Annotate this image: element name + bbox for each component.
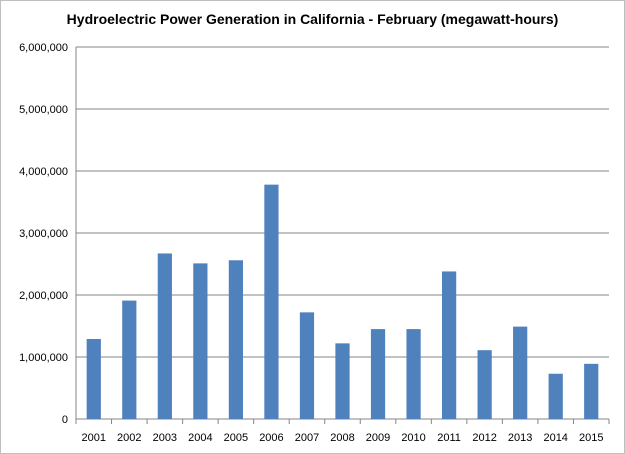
- y-tick-label: 4,000,000: [19, 166, 68, 178]
- x-tick-label: 2013: [508, 432, 532, 444]
- x-tick-label: 2011: [437, 432, 461, 444]
- bar: [548, 373, 563, 419]
- x-tick-label: 2010: [401, 432, 425, 444]
- bar: [122, 300, 137, 419]
- x-tick-label: 2003: [153, 432, 177, 444]
- bar: [441, 271, 457, 419]
- x-tick-label: 2005: [224, 432, 248, 444]
- bar: [406, 329, 421, 419]
- y-tick-label: 3,000,000: [19, 228, 68, 240]
- x-tick-label: 2001: [82, 432, 106, 444]
- y-tick-label: 0: [62, 414, 68, 426]
- bar: [370, 329, 386, 419]
- bar: [86, 339, 101, 419]
- bar: [477, 350, 492, 419]
- x-tick-label: 2007: [295, 432, 319, 444]
- y-tick-label: 2,000,000: [19, 290, 68, 302]
- x-tick-label: 2012: [472, 432, 496, 444]
- y-tick-label: 6,000,000: [19, 42, 68, 54]
- x-tick-label: 2004: [188, 432, 212, 444]
- chart-title: Hydroelectric Power Generation in Califo…: [66, 11, 559, 27]
- y-tick-label: 5,000,000: [19, 104, 68, 116]
- bar: [264, 184, 279, 419]
- y-tick-label: 1,000,000: [19, 352, 68, 364]
- bar: [584, 363, 599, 419]
- x-tick-label: 2008: [330, 432, 354, 444]
- bar: [193, 263, 208, 419]
- x-tick-label: 2002: [117, 432, 141, 444]
- bar: [157, 253, 172, 419]
- x-tick-label: 2015: [579, 432, 603, 444]
- x-tick-label: 2009: [366, 432, 390, 444]
- bar: [228, 260, 244, 419]
- bar: [299, 312, 315, 419]
- x-tick-label: 2006: [259, 432, 283, 444]
- bar: [513, 326, 528, 419]
- bar: [335, 343, 350, 419]
- x-tick-label: 2014: [543, 432, 567, 444]
